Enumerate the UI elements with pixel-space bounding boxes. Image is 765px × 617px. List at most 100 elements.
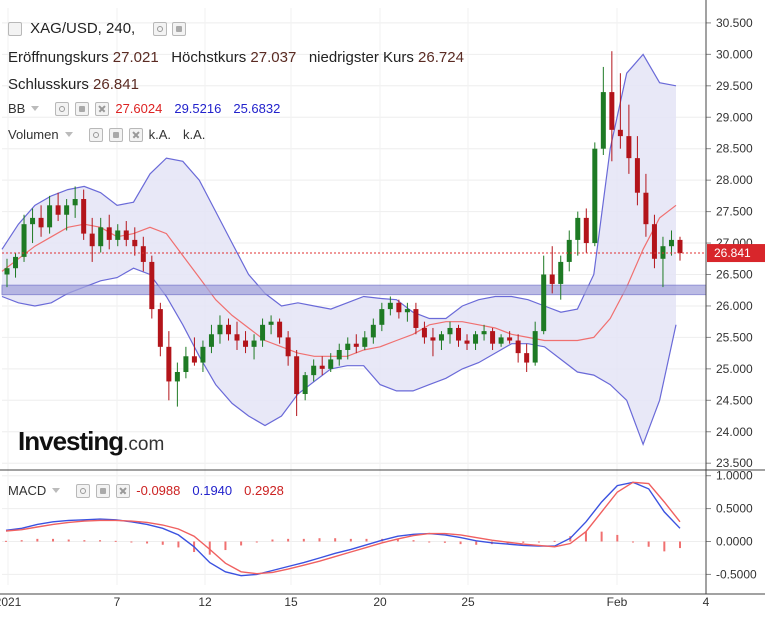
candle-body <box>285 337 291 357</box>
macd-hist-bar <box>631 541 634 543</box>
high-value: 27.037 <box>250 49 297 66</box>
candle-body <box>200 346 206 363</box>
candle-body <box>64 205 70 215</box>
candle-body <box>438 334 444 341</box>
candle-body <box>89 233 95 247</box>
candle-body <box>115 230 121 240</box>
candle-body <box>651 224 657 259</box>
candle-body <box>566 239 572 262</box>
candle-body <box>260 324 266 341</box>
macd-hist-bar <box>5 540 7 542</box>
macd-visibility-icon[interactable] <box>76 483 91 498</box>
macd-hist-bar <box>52 538 55 542</box>
bb-settings-icon[interactable] <box>75 101 90 116</box>
time-tick-label: 2021 <box>0 595 22 609</box>
candle-body <box>353 343 359 347</box>
bb-legend: BB 27.6024 29.5216 25.6832 <box>8 101 280 116</box>
bollinger-lower-line <box>1 267 677 447</box>
candle-body <box>268 321 274 325</box>
volume-settings-icon[interactable] <box>108 127 123 142</box>
logo-suffix: .com <box>123 434 165 455</box>
bb-remove-icon[interactable] <box>95 101 110 116</box>
volume-remove-icon[interactable] <box>128 127 143 142</box>
macd-hist-bar <box>130 541 133 543</box>
price-tick-label: 28.000 <box>716 173 753 187</box>
ohlc-row-2: Schlusskurs 26.841 <box>8 76 139 93</box>
macd-hist-bar <box>67 539 70 542</box>
macd-hist-bar <box>349 538 352 542</box>
candle-body <box>311 365 317 376</box>
candle-body <box>387 302 393 310</box>
price-tick-label: 25.500 <box>716 330 753 344</box>
macd-hist-bar <box>428 541 431 543</box>
candle-body <box>413 309 419 328</box>
candle-body <box>379 309 385 325</box>
candle-body <box>609 92 615 130</box>
candle-body <box>404 309 410 313</box>
visibility-icon[interactable] <box>153 22 168 37</box>
bb-mid-value: 27.6024 <box>115 101 163 116</box>
price-tick-label: 24.500 <box>716 393 753 407</box>
macd-tick-label: 0.5000 <box>716 502 753 516</box>
candle-body <box>362 337 368 347</box>
volume-dropdown-icon[interactable] <box>64 132 73 137</box>
price-tick-label: 29.000 <box>716 110 753 124</box>
macd-hist-bar <box>287 538 290 542</box>
current-price-label: 26.841 <box>714 246 751 260</box>
bb-visibility-icon[interactable] <box>55 101 70 116</box>
candle-body <box>498 337 504 344</box>
candle-body <box>626 136 632 159</box>
price-tick-label: 30.500 <box>716 16 753 30</box>
time-tick-label: 25 <box>461 595 475 609</box>
candle-body <box>13 256 19 269</box>
candle-body <box>140 246 146 262</box>
signal-line <box>5 481 681 575</box>
price-tick-label: 23.500 <box>716 456 753 470</box>
candle-body <box>4 268 10 275</box>
candle-body <box>396 302 402 313</box>
macd-legend: MACD -0.0988 0.1940 0.2928 <box>8 483 284 498</box>
investing-logo: Investing.com <box>18 426 164 457</box>
bollinger-upper-line <box>1 53 677 320</box>
macd-hist-bar <box>99 540 102 542</box>
macd-hist-bar <box>679 541 681 549</box>
candle-body <box>319 365 325 369</box>
time-tick-label: 20 <box>373 595 387 609</box>
candle-body <box>583 217 589 244</box>
candle-body <box>421 327 427 338</box>
macd-remove-icon[interactable] <box>116 483 131 498</box>
macd-hist-bar <box>616 534 619 542</box>
price-tick-label: 29.500 <box>716 79 753 93</box>
candle-body <box>447 327 453 335</box>
candle-body <box>532 331 538 363</box>
macd-dropdown-icon[interactable] <box>52 488 61 493</box>
candle-body <box>634 158 640 193</box>
price-tick-label: 30.000 <box>716 47 753 61</box>
close-value: 26.841 <box>93 76 139 93</box>
macd-hist-bar <box>396 538 399 542</box>
candle-body <box>668 239 674 247</box>
candle-body <box>456 327 462 341</box>
settings-icon[interactable] <box>171 22 186 37</box>
candle-body <box>72 199 78 206</box>
bb-dropdown-icon[interactable] <box>31 106 40 111</box>
macd-hist-bar <box>36 538 39 542</box>
current-price-tag <box>707 244 765 263</box>
logo-text: Investing <box>18 426 124 456</box>
high-label: Höchstkurs <box>171 49 247 66</box>
candle-body <box>481 331 487 335</box>
volume-visibility-icon[interactable] <box>88 127 103 142</box>
price-tick-label: 28.500 <box>716 142 753 156</box>
candle-body <box>55 205 61 215</box>
collapse-icon[interactable] <box>8 22 22 37</box>
ohlc-row-1: Eröffnungskurs 27.021 Höchstkurs 27.037 … <box>8 49 464 66</box>
candle-body <box>515 340 521 354</box>
macd-settings-icon[interactable] <box>96 483 111 498</box>
candle-body <box>225 324 231 335</box>
candle-body <box>294 356 300 395</box>
candle-body <box>132 239 138 247</box>
low-value: 26.724 <box>418 49 464 66</box>
macd-hist-bar <box>584 531 587 542</box>
time-tick-label: 12 <box>198 595 212 609</box>
macd-hist-bar <box>663 541 666 552</box>
